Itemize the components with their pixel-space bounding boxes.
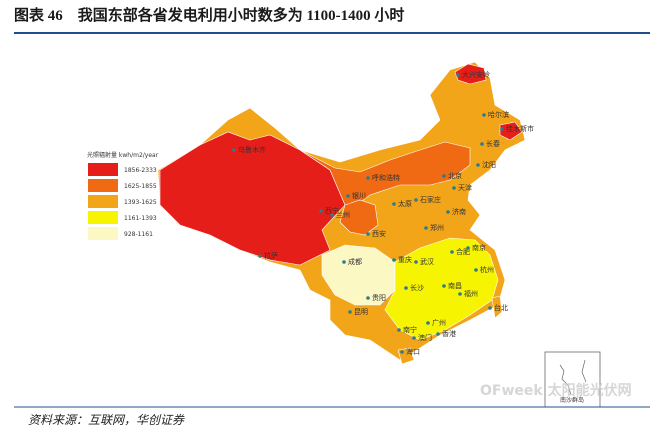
map: [157, 61, 526, 365]
city-label: 香港: [442, 329, 456, 338]
city-label: 台北: [494, 303, 508, 312]
city-dot: [442, 284, 446, 288]
city-dot: [346, 194, 350, 198]
city-label: 太原: [398, 199, 412, 208]
city-dot: [366, 232, 370, 236]
city-dot: [446, 210, 450, 214]
legend-label: 1625-1855: [124, 183, 157, 190]
city-label: 澳门: [418, 333, 432, 342]
city-dot: [456, 73, 460, 77]
legend-label: 1856-2333: [124, 167, 157, 174]
city-label: 沈阳: [482, 160, 496, 169]
city-dot: [412, 336, 416, 340]
city-dot: [426, 321, 430, 325]
city-label: 南京: [472, 243, 486, 252]
city-label: 海口: [406, 347, 420, 356]
city-dot: [450, 250, 454, 254]
city-label: 呼和浩特: [372, 173, 400, 182]
city-label: 杭州: [480, 265, 494, 274]
city-label: 长春: [486, 139, 500, 148]
city-dot: [330, 213, 334, 217]
city-label: 成都: [348, 257, 362, 266]
region: [384, 237, 499, 341]
region: [499, 121, 523, 141]
city-label: 济南: [452, 207, 466, 216]
city-label: 南昌: [448, 281, 462, 290]
city-dot: [232, 148, 236, 152]
legend: 光照辐射量 kwh/m2/year 1856-2333 1625-1855 1393…: [87, 151, 159, 240]
legend-swatch: [88, 195, 118, 208]
city-label: 广州: [432, 318, 446, 327]
inset-box: [544, 351, 601, 408]
legend-title: 光照辐射量 kwh/m2/year: [87, 151, 159, 159]
city-label: 西宁: [325, 206, 339, 215]
city-label: 哈尔滨: [488, 110, 509, 119]
title: 图表 46 我国东部各省发电利用小时数多为 1100-1400 小时: [14, 6, 404, 24]
city-dot: [258, 254, 262, 258]
city-dot: [404, 286, 408, 290]
legend-swatch: [88, 163, 118, 176]
legend-label: 928-1161: [124, 231, 153, 238]
city-dot: [319, 209, 323, 213]
city-dot: [488, 306, 492, 310]
city-label: 北京: [448, 171, 462, 180]
city-dot: [474, 268, 478, 272]
legend-label: 1393-1625: [124, 199, 157, 206]
legend-swatch: [88, 211, 118, 224]
city-label: 郑州: [430, 224, 444, 232]
city-dot: [482, 113, 486, 117]
legend-label: 1161-1393: [124, 215, 157, 222]
city-label: 重庆: [398, 255, 412, 264]
city-dot: [392, 258, 396, 262]
region: [491, 295, 503, 319]
city-label: 南宁: [403, 325, 417, 334]
city-dot: [342, 260, 346, 264]
legend-swatch: [88, 227, 118, 240]
inset-label: 南沙群岛: [560, 396, 584, 404]
city-dot: [480, 142, 484, 146]
city-dot: [500, 127, 504, 131]
city-label: 武汉: [420, 257, 434, 266]
city-label: 合肥: [456, 247, 470, 256]
region: [454, 63, 487, 85]
city-label: 贵阳: [372, 293, 386, 302]
city-dot: [466, 246, 470, 250]
city-dot: [366, 296, 370, 300]
city-label: 银川: [352, 191, 366, 200]
inset-islands: [559, 359, 587, 396]
legend-swatch: [88, 179, 118, 192]
city-dot: [414, 260, 418, 264]
city-label: 拉萨: [264, 251, 278, 260]
city-label: 长沙: [410, 283, 424, 292]
city-label: 昆明: [354, 308, 368, 316]
region: [339, 199, 379, 236]
region: [159, 131, 346, 266]
city-dot: [400, 350, 404, 354]
city-label: 佳木斯市: [506, 124, 534, 133]
city-label: 西安: [372, 229, 386, 238]
city-label: 兰州: [336, 210, 350, 219]
city-dot: [436, 332, 440, 336]
city-dot: [424, 226, 428, 230]
city-label: 福州: [464, 289, 478, 298]
city-dot: [414, 198, 418, 202]
source: 资料来源：互联网，华创证券: [28, 413, 185, 427]
city-dot: [476, 163, 480, 167]
city-label: 石家庄: [420, 195, 441, 204]
city-dot: [392, 202, 396, 206]
watermark: OFweek 太阳能光伏网: [480, 382, 632, 399]
city-dot: [397, 328, 401, 332]
city-dot: [442, 174, 446, 178]
city-dot: [348, 310, 352, 314]
city-label: 乌鲁木齐: [238, 145, 266, 154]
region: [321, 244, 396, 306]
city-dot: [458, 292, 462, 296]
city-label: 大兴安岭: [462, 70, 490, 79]
city-dot: [366, 176, 370, 180]
city-dot: [452, 186, 456, 190]
city-label: 天津: [458, 184, 472, 192]
